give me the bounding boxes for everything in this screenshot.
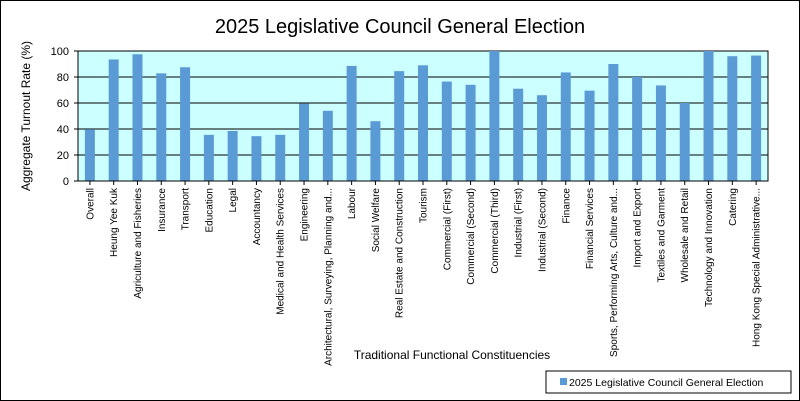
bar-11 [322, 110, 333, 181]
x-tick-label: Industrial (First) [514, 188, 525, 257]
x-tick-label: Technology and Innovation [704, 188, 715, 307]
legend-label: 2025 Legislative Council General Electio… [569, 377, 764, 389]
bar-29 [751, 55, 762, 181]
y-tick-label: 0 [63, 176, 69, 188]
bar-5 [180, 67, 191, 181]
x-axis-label: Traditional Functional Constituencies [354, 348, 550, 362]
bar-10 [299, 103, 310, 181]
bar-18 [489, 51, 500, 181]
x-axis-ticks: Overall Heung Yee Kuk Agriculture and Fish… [85, 181, 763, 366]
x-tick-label: Import and Export [633, 188, 644, 268]
bar-24 [632, 77, 643, 181]
bar-13 [370, 121, 381, 181]
y-axis-label: Aggregate Turnout Rate (%) [19, 41, 33, 191]
x-tick-label: Social Welfare [371, 188, 382, 253]
x-tick-label: Hong Kong Special Administrative... [752, 188, 763, 347]
bar-2 [108, 59, 119, 182]
bar-25 [655, 85, 666, 181]
bar-15 [418, 65, 428, 181]
bar-3 [132, 54, 143, 181]
bar-8 [251, 136, 262, 181]
x-tick-label: Tourism [419, 188, 430, 223]
legend: 2025 Legislative Council General Electio… [545, 370, 792, 394]
x-tick-label: Labour [347, 187, 358, 219]
bar-23 [608, 64, 619, 181]
bar-26 [679, 103, 690, 181]
x-tick-label: Sports, Performing Arts, Culture and... [609, 188, 620, 357]
x-tick-label: Finance [561, 188, 572, 224]
x-tick-label: Commercial (First) [442, 188, 453, 270]
x-tick-label: Heung Yee Kuk [109, 187, 120, 257]
y-axis-ticks: 0 20 40 60 80 100 [51, 46, 78, 188]
chart-title: 2025 Legislative Council General Electio… [215, 16, 585, 38]
x-tick-label: Real Estate and Construction [395, 188, 406, 318]
bar-17 [465, 84, 476, 181]
bar-12 [346, 65, 357, 181]
x-tick-label: Financial Services [585, 188, 596, 269]
bar-28 [727, 56, 738, 182]
bar-16 [441, 81, 452, 181]
x-tick-label: Medical and Health Services [276, 188, 287, 315]
bars [84, 51, 762, 182]
bar-22 [584, 90, 595, 181]
x-tick-label: Accountancy [252, 188, 263, 245]
x-tick-label: Wholesale and Retail [680, 188, 691, 283]
bar-20 [536, 95, 547, 181]
bar-21 [560, 72, 571, 181]
bar-1 [84, 129, 95, 181]
y-tick-label: 20 [57, 150, 69, 162]
bar-9 [275, 134, 286, 181]
x-tick-label: Legal [228, 188, 239, 212]
bar-27 [703, 51, 714, 181]
bar-6 [203, 134, 214, 181]
x-tick-label: Engineering [300, 188, 311, 241]
legend-box [545, 370, 792, 394]
legend-swatch [560, 378, 567, 385]
y-tick-label: 100 [51, 46, 69, 58]
bar-4 [156, 73, 167, 181]
x-tick-label: Commercial (Third) [490, 188, 501, 274]
x-tick-label: Commercial (Second) [466, 188, 477, 285]
x-tick-label: Textiles and Garment [656, 188, 667, 283]
x-tick-label: Overall [85, 188, 96, 220]
y-tick-label: 40 [57, 124, 69, 136]
x-tick-label: Education [204, 188, 215, 232]
bar-7 [227, 130, 238, 181]
x-tick-label: Industrial (Second) [537, 188, 548, 272]
x-tick-label: Architectural, Surveying, Planning and..… [323, 188, 334, 366]
bar-19 [513, 88, 524, 181]
x-tick-label: Agriculture and Fisheries [133, 188, 144, 299]
y-tick-label: 80 [57, 72, 69, 84]
bar-14 [394, 71, 405, 181]
x-tick-label: Transport [181, 188, 192, 231]
y-tick-label: 60 [57, 98, 69, 110]
x-tick-label: Catering [728, 188, 739, 226]
x-tick-label: Insurance [157, 188, 168, 232]
